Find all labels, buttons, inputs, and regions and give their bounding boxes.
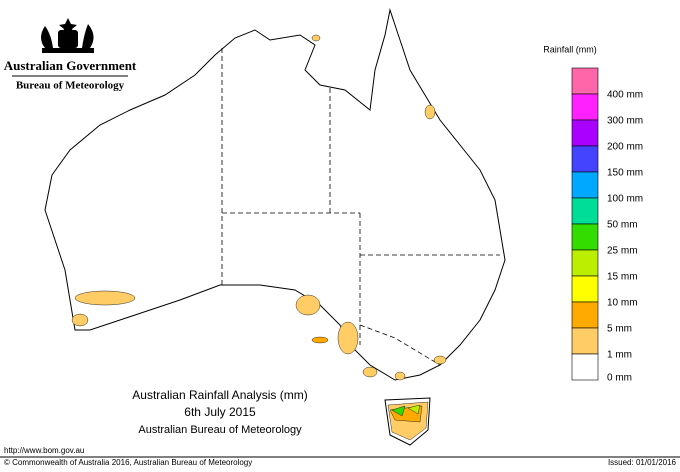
- legend-label: 200 mm: [607, 142, 643, 153]
- legend-swatch: [571, 353, 599, 381]
- title-line: Australian Bureau of Meteorology: [138, 424, 302, 436]
- agency-name: Bureau of Meteorology: [16, 80, 125, 92]
- title-line: 6th July 2015: [184, 405, 256, 419]
- legend-label: 10 mm: [607, 298, 638, 309]
- legend-swatch: [571, 223, 599, 251]
- government-name: Australian Government: [4, 58, 137, 73]
- legend-label: 15 mm: [607, 272, 638, 283]
- legend: 400 mm 300 mm 200 mm 150 mm 100 mm 50 mm 25 mm…: [571, 67, 643, 384]
- legend-swatch: [571, 119, 599, 147]
- legend-swatch: [571, 197, 599, 225]
- legend-swatch: [571, 171, 599, 199]
- footer-issued: Issued: 01/01/2016: [608, 458, 677, 467]
- footer-url: http://www.bom.gov.au: [4, 446, 84, 455]
- legend-swatch: [571, 145, 599, 173]
- title-line: Australian Rainfall Analysis (mm): [132, 388, 307, 402]
- legend-swatch: [571, 327, 599, 355]
- legend-label: 0 mm: [607, 373, 632, 384]
- state-borders: [221, 48, 500, 366]
- legend-title: Rainfall (mm): [543, 44, 597, 54]
- legend-label: 300 mm: [607, 116, 643, 127]
- legend-label: 5 mm: [607, 324, 632, 335]
- legend-swatch: [571, 249, 599, 277]
- australia-outline: [44, 8, 506, 381]
- legend-swatch: [571, 93, 599, 121]
- legend-label: 100 mm: [607, 194, 643, 205]
- legend-label: 150 mm: [607, 168, 643, 179]
- legend-label: 25 mm: [607, 246, 638, 257]
- legend-swatch: [571, 67, 599, 95]
- legend-swatch: [571, 301, 599, 329]
- legend-label: 400 mm: [607, 90, 643, 101]
- rainfall-areas: [71, 34, 447, 441]
- coat-of-arms: [41, 18, 94, 53]
- legend-swatch: [571, 275, 599, 303]
- footer-copyright: © Commonwealth of Australia 2016, Austra…: [4, 458, 252, 467]
- legend-label: 50 mm: [607, 220, 638, 231]
- legend-label: 1 mm: [607, 350, 632, 361]
